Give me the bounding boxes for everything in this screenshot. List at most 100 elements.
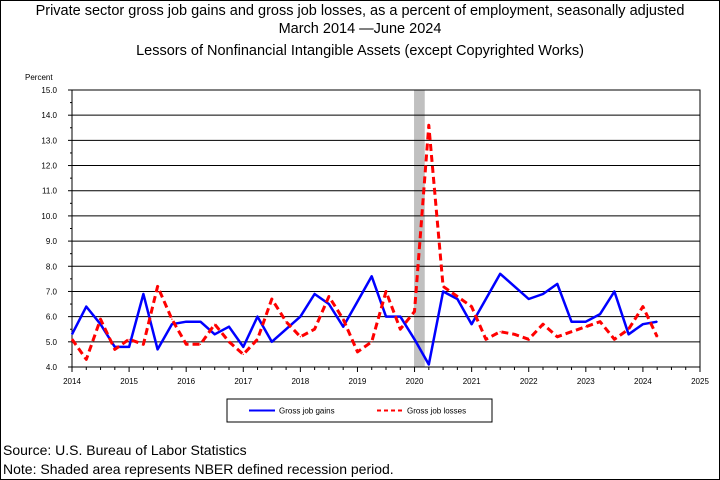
- x-tick-label: 2024: [634, 377, 652, 386]
- gross-job-losses-point: [185, 343, 187, 345]
- gross-job-gains-line: [70, 272, 658, 366]
- gross-job-gains-point: [499, 273, 501, 275]
- y-tick-label: 10.0: [41, 212, 57, 221]
- x-tick-label: 2014: [63, 377, 81, 386]
- gross-job-gains-point: [371, 275, 373, 277]
- gross-job-losses-point: [71, 338, 73, 340]
- x-tick-label: 2025: [691, 377, 709, 386]
- gross-job-losses-point: [399, 328, 401, 330]
- x-tick-label: 2015: [120, 377, 138, 386]
- gross-job-losses-point: [428, 124, 430, 126]
- gross-job-gains-point: [385, 316, 387, 318]
- gross-job-gains-point: [456, 298, 458, 300]
- gross-job-gains-point: [528, 298, 530, 300]
- gross-job-gains-point: [242, 346, 244, 348]
- legend-label-gains: Gross job gains: [279, 407, 335, 416]
- gross-job-gains-point: [99, 323, 102, 325]
- gross-job-gains-point: [299, 316, 301, 318]
- gross-job-losses-point: [528, 338, 530, 340]
- plot-area-border: [71, 89, 701, 368]
- gross-job-losses-point: [242, 353, 244, 356]
- y-tick-label: 4.0: [46, 363, 58, 372]
- recession-shading: [414, 90, 425, 367]
- gross-job-losses-point: [656, 336, 658, 338]
- gross-job-losses-point: [613, 338, 615, 340]
- y-tick-label: 15.0: [41, 86, 57, 95]
- x-tick-label: 2016: [177, 377, 195, 386]
- gross-job-gains-point: [85, 305, 87, 308]
- gross-job-gains-point: [471, 323, 473, 325]
- gross-job-losses-point: [642, 305, 644, 308]
- y-tick-label: 9.0: [46, 237, 58, 246]
- gross-job-gains-point: [542, 293, 544, 295]
- gross-job-losses-point: [556, 336, 558, 338]
- gross-job-losses-point: [157, 285, 159, 288]
- gross-job-losses-point: [285, 321, 287, 323]
- gross-job-losses-point: [499, 331, 501, 333]
- gross-job-losses-point: [442, 285, 444, 288]
- x-tick-label: 2017: [234, 377, 252, 386]
- gross-job-losses-point: [299, 336, 301, 338]
- x-tick-label: 2019: [349, 377, 367, 386]
- gross-job-losses-line: [70, 123, 659, 361]
- x-tick-label: 2022: [520, 377, 538, 386]
- gross-job-losses-point: [199, 343, 202, 345]
- gross-job-gains-point: [428, 363, 430, 366]
- gross-job-losses-point: [99, 318, 102, 320]
- gross-job-losses-point: [471, 305, 473, 308]
- footnote: Note: Shaded area represents NBER define…: [3, 461, 394, 477]
- gross-job-losses-point: [585, 326, 587, 328]
- gross-job-gains-point: [642, 323, 644, 325]
- gross-job-losses-point: [142, 343, 144, 345]
- y-tick-label: 5.0: [46, 338, 58, 347]
- gross-job-losses-point: [342, 318, 344, 320]
- gross-job-gains-point: [199, 321, 202, 323]
- chart-series-title: Lessors of Nonfinancial Intangible Asset…: [136, 43, 584, 59]
- gross-job-gains-point: [157, 348, 159, 350]
- gross-job-losses-point: [628, 328, 630, 330]
- gross-job-losses-point: [356, 351, 359, 353]
- gross-job-gains-point: [342, 326, 344, 328]
- gross-job-gains-point: [256, 316, 259, 318]
- gross-job-losses-point: [570, 331, 573, 333]
- gross-job-losses-point: [599, 321, 601, 323]
- x-tick-label: 2018: [291, 377, 309, 386]
- y-tick-label: 6.0: [46, 313, 58, 322]
- y-tick-label: 7.0: [46, 287, 58, 296]
- gross-job-gains-point: [356, 300, 359, 303]
- source-note: Source: U.S. Bureau of Labor Statistics: [3, 442, 247, 458]
- y-tick-label: 12.0: [41, 162, 57, 171]
- legend-box: [226, 398, 493, 423]
- gross-job-gains-point: [442, 290, 444, 293]
- gross-job-losses-point: [513, 333, 516, 335]
- x-tick-label: 2023: [577, 377, 595, 386]
- gross-job-gains-point: [585, 321, 587, 323]
- gross-job-gains-point: [613, 290, 615, 293]
- gross-job-gains-point: [71, 333, 73, 335]
- gross-job-losses-point: [328, 295, 330, 298]
- y-axis-label: Percent: [25, 73, 53, 82]
- gross-job-gains-point: [128, 346, 130, 348]
- gross-job-gains-point: [171, 323, 173, 325]
- gross-job-gains-point: [399, 316, 401, 318]
- gross-job-gains-point: [142, 293, 144, 295]
- gross-job-losses-point: [171, 318, 173, 320]
- gross-job-losses-point: [228, 341, 230, 343]
- gross-job-losses-point: [271, 298, 273, 300]
- gross-job-losses-point: [256, 338, 259, 340]
- y-tick-label: 11.0: [42, 187, 58, 196]
- gross-job-gains-point: [114, 346, 116, 348]
- chart-title: Private sector gross job gains and gross…: [35, 3, 685, 19]
- gross-job-losses-point: [214, 323, 216, 325]
- gross-job-gains-point: [599, 313, 601, 315]
- gross-job-gains-point: [314, 293, 316, 295]
- gross-job-gains-point: [228, 326, 230, 328]
- gross-job-gains-point: [570, 321, 573, 323]
- gross-job-gains-point: [328, 303, 330, 305]
- x-tick-label: 2021: [463, 377, 481, 386]
- gross-job-gains-point: [185, 321, 187, 323]
- legend-label-losses: Gross job losses: [407, 407, 466, 416]
- gross-job-losses-point: [371, 341, 373, 343]
- y-tick-label: 13.0: [41, 136, 57, 145]
